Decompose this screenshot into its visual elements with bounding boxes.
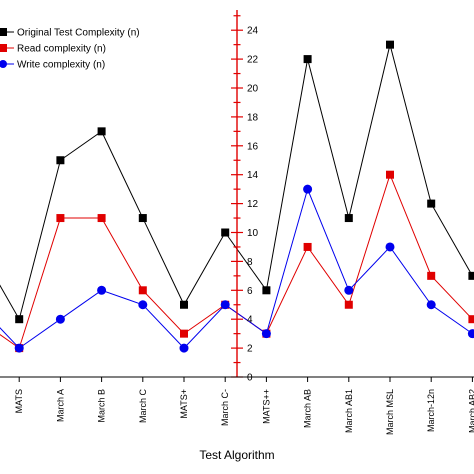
x-tick-label: March AB1 (344, 389, 354, 433)
data-point (56, 156, 65, 165)
data-point (427, 199, 436, 208)
x-tick-label: MATS (14, 389, 24, 413)
data-point (180, 329, 188, 338)
data-point (468, 315, 474, 324)
data-point (261, 329, 271, 339)
series-1 (0, 40, 474, 324)
data-point (386, 40, 394, 49)
data-point (221, 228, 230, 237)
data-point (97, 214, 106, 223)
legend-label: Read complexity (n) (17, 44, 106, 55)
x-tick-label: March AB (303, 389, 313, 428)
data-point (467, 329, 474, 339)
x-tick-label: March A (55, 389, 65, 422)
data-point (344, 300, 353, 309)
data-point (385, 242, 395, 252)
legend-label: Write complexity (n) (17, 60, 105, 71)
y-tick-label: 24 (247, 26, 259, 37)
y-tick-label: 18 (247, 112, 259, 123)
legend-label: Original Test Complexity (n) (17, 28, 140, 39)
data-point (180, 300, 188, 309)
y-tick-label: 4 (247, 315, 253, 326)
data-point (55, 314, 65, 324)
x-tick-label: MATS++ (261, 389, 271, 424)
legend-marker (0, 28, 7, 36)
y-tick-label: 12 (247, 199, 259, 210)
data-point (138, 300, 148, 310)
legend-marker (0, 44, 7, 52)
y-tick-label: 8 (247, 257, 253, 268)
data-point (427, 271, 436, 280)
plot-lines (0, 40, 474, 353)
data-point (426, 300, 436, 310)
y-tick-label: 2 (247, 344, 253, 355)
data-point (15, 315, 24, 324)
data-point (14, 343, 24, 353)
x-tick-label: March MSL (385, 389, 395, 435)
data-point (56, 214, 65, 223)
x-tick-label: March B (97, 389, 107, 423)
series-line (0, 187, 473, 349)
data-point (468, 271, 474, 280)
series-line (0, 44, 473, 321)
x-tick-label: March AB2 (467, 389, 474, 433)
x-tick-label: MATS+ (179, 389, 189, 419)
y-tick-label: 20 (247, 84, 259, 95)
x-axis-title: Test Algorithm (199, 448, 274, 462)
x-tick-label: March C- (220, 389, 230, 426)
data-point (179, 343, 189, 353)
data-point (220, 300, 230, 310)
legend-marker (0, 60, 7, 68)
x-tick-label: March C (138, 389, 148, 424)
y-tick-label: 10 (247, 228, 259, 239)
data-point (386, 170, 394, 179)
y-tick-label: 16 (247, 141, 259, 152)
y-tick-label: 14 (247, 170, 259, 181)
y-tick-label: 6 (247, 286, 253, 297)
y-tick-label: 0 (247, 373, 253, 384)
data-point (344, 214, 353, 223)
series-3 (0, 184, 474, 353)
data-point (97, 285, 107, 295)
x-tick-label: March-12n (426, 389, 436, 432)
legend: Original Test Complexity (n) Read complex… (0, 28, 140, 71)
data-point (97, 127, 106, 136)
y-tick-label: 22 (247, 55, 259, 66)
data-point (262, 286, 271, 295)
data-point (303, 242, 312, 251)
data-point (138, 286, 147, 295)
data-point (303, 55, 312, 64)
data-point (138, 214, 147, 223)
data-point (344, 285, 354, 295)
x-axis: MATS March A March B March C MATS+ March C- MA… (0, 376, 474, 435)
data-point (303, 184, 313, 194)
